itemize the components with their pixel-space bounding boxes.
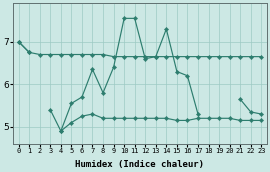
X-axis label: Humidex (Indice chaleur): Humidex (Indice chaleur) — [75, 159, 204, 169]
